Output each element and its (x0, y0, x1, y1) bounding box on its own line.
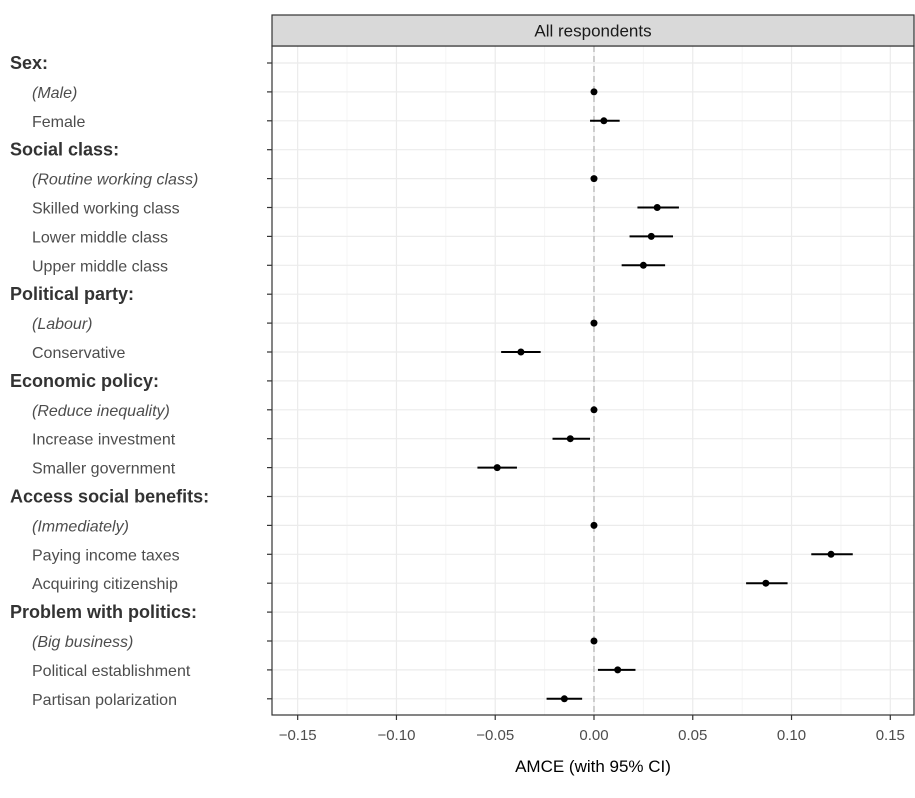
estimate-point (762, 579, 770, 587)
estimate-point (560, 695, 568, 703)
level-label: Upper middle class (32, 258, 168, 275)
x-axis-ticks (297, 715, 891, 720)
facet-title: All respondents (534, 22, 651, 41)
reference-point (590, 521, 598, 529)
x-tick-label: 0.15 (876, 727, 905, 744)
level-label: Partisan polarization (32, 692, 177, 709)
reference-point (590, 406, 598, 414)
estimate-point (653, 204, 661, 211)
x-tick-label: −0.10 (377, 727, 415, 744)
reference-point (590, 175, 598, 183)
row-labels: Sex: (Male) Female Social class: (Routine wo… (10, 53, 209, 709)
estimate-point (517, 348, 525, 356)
estimate-point (493, 464, 501, 472)
attribute-header-label: Sex: (10, 53, 48, 73)
reference-level-label: (Reduce inequality) (32, 403, 170, 420)
attribute-header-label: Economic policy: (10, 371, 159, 391)
level-label: Paying income taxes (32, 547, 180, 564)
reference-level-label: (Male) (32, 85, 77, 102)
attribute-header-label: Access social benefits: (10, 487, 209, 507)
level-label: Conservative (32, 345, 125, 362)
attribute-header-label: Political party: (10, 284, 134, 304)
estimate-point (614, 666, 622, 674)
x-axis-tick-labels: −0.15 −0.10 −0.05 0.00 0.05 0.10 0.15 (279, 727, 905, 744)
y-axis-ticks (267, 62, 272, 700)
reference-level-label: (Labour) (32, 316, 92, 333)
facet-strip (271, 14, 915, 47)
x-tick-label: −0.05 (476, 727, 514, 744)
estimate-point (639, 261, 647, 269)
reference-level-label: (Immediately) (32, 518, 129, 535)
reference-point (590, 88, 598, 96)
reference-point (590, 637, 598, 645)
x-tick-label: 0.05 (678, 727, 707, 744)
level-label: Lower middle class (32, 229, 168, 246)
x-tick-label: −0.15 (279, 727, 317, 744)
attribute-header-label: Social class: (10, 140, 119, 160)
level-label: Political establishment (32, 663, 191, 680)
level-label: Acquiring citizenship (32, 576, 178, 593)
reference-level-label: (Big business) (32, 634, 133, 651)
x-tick-label: 0.10 (777, 727, 806, 744)
estimate-point (566, 435, 574, 443)
estimate-point (827, 550, 835, 558)
level-label: Increase investment (32, 432, 176, 449)
point-estimates (493, 88, 835, 703)
x-tick-label: 0.00 (579, 727, 608, 744)
reference-point (590, 319, 598, 327)
level-label: Female (32, 114, 85, 131)
estimate-point (600, 117, 608, 125)
major-gridlines (272, 46, 914, 715)
estimate-point (647, 232, 655, 240)
level-label: Smaller government (32, 461, 176, 478)
x-axis-title: AMCE (with 95% CI) (515, 757, 671, 776)
level-label: Skilled working class (32, 201, 180, 218)
reference-level-label: (Routine working class) (32, 172, 198, 189)
attribute-header-label: Problem with politics: (10, 602, 197, 622)
